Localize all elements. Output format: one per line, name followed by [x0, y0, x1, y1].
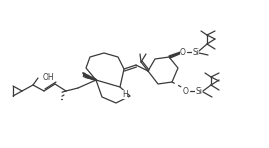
Text: Si: Si	[196, 86, 203, 95]
Text: OH: OH	[43, 73, 55, 82]
Polygon shape	[169, 52, 183, 58]
Text: O: O	[180, 48, 186, 57]
Text: Si: Si	[193, 48, 200, 57]
Text: H: H	[122, 90, 128, 99]
Text: O: O	[183, 86, 189, 95]
